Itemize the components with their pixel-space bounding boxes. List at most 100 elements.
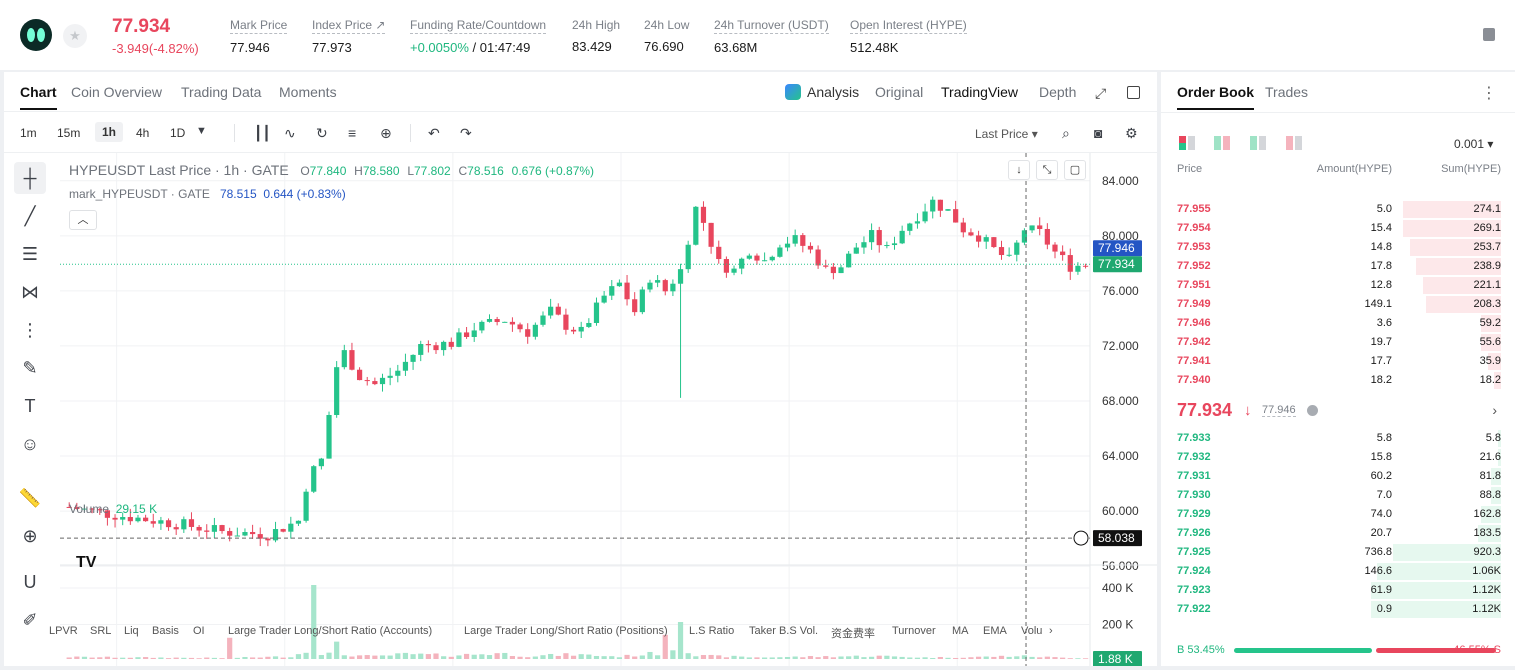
window-icon[interactable]: [1127, 86, 1140, 99]
tab-depth[interactable]: Depth: [1039, 84, 1077, 100]
row-sum: 221.1: [1473, 279, 1501, 291]
gear-icon[interactable]: ⚙: [1125, 125, 1138, 141]
order-book-ask-row[interactable]: 77.946 3.6 59.2: [1161, 314, 1515, 333]
indicators-icon[interactable]: ∿: [284, 125, 296, 141]
zoom-tool-icon[interactable]: ⊕: [22, 526, 38, 546]
order-book-ask-row[interactable]: 77.954 15.4 269.1: [1161, 219, 1515, 238]
book-mode-split-icon[interactable]: [1214, 136, 1230, 150]
interval-15m[interactable]: 15m: [57, 126, 81, 140]
interval-1d[interactable]: 1D: [170, 126, 186, 140]
templates-icon[interactable]: ≡: [348, 125, 357, 141]
tab-analysis[interactable]: Analysis: [807, 84, 860, 100]
tab-trades[interactable]: Trades: [1265, 84, 1309, 100]
tab-trading-data[interactable]: Trading Data: [181, 84, 262, 100]
order-book-bid-row[interactable]: 77.926 20.7 183.5: [1161, 524, 1515, 543]
order-book-bid-row[interactable]: 77.923 61.9 1.12K: [1161, 581, 1515, 600]
order-book-bid-row[interactable]: 77.931 60.2 81.8: [1161, 467, 1515, 486]
indicator-8[interactable]: Taker B.S Vol.: [749, 625, 819, 637]
indicator-12[interactable]: EMA: [983, 625, 1007, 637]
order-book-ask-row[interactable]: 77.949 149.1 208.3: [1161, 295, 1515, 314]
order-book-ask-row[interactable]: 77.942 19.7 55.6: [1161, 333, 1515, 352]
redo-icon[interactable]: ↷: [460, 125, 472, 141]
expand-icon[interactable]: ⤢: [1095, 85, 1107, 101]
indicator-9[interactable]: 资金费率: [831, 628, 875, 640]
interval-1m[interactable]: 1m: [20, 126, 37, 140]
order-book-bid-row[interactable]: 77.925 736.8 920.3: [1161, 543, 1515, 562]
fullscreen-icon[interactable]: ▢: [1064, 160, 1086, 180]
book-mode-asks-icon[interactable]: [1286, 136, 1302, 150]
brush-tool-icon[interactable]: ✎: [22, 358, 38, 378]
interval-1h[interactable]: 1h: [95, 122, 124, 142]
indicator-1[interactable]: SRL: [90, 625, 112, 637]
ruler-tool-icon[interactable]: 📏: [18, 488, 42, 508]
indicator-11[interactable]: MA: [952, 625, 969, 637]
more-options-icon[interactable]: ⋮: [1481, 85, 1497, 102]
indicator-7[interactable]: L.S Ratio: [689, 625, 735, 637]
indicator-0[interactable]: LPVR: [49, 625, 78, 637]
notebook-icon[interactable]: [1483, 28, 1495, 41]
chevron-right-icon[interactable]: ›: [1492, 402, 1497, 418]
tab-tradingview[interactable]: TradingView: [941, 84, 1019, 100]
volume-bar: [379, 655, 386, 659]
candle-type-icon[interactable]: ┃┃: [254, 125, 271, 141]
indicator-2[interactable]: Liq: [124, 625, 139, 637]
channel-tool-icon[interactable]: ☰: [21, 244, 39, 264]
order-book-ask-row[interactable]: 77.941 17.7 35.9: [1161, 352, 1515, 371]
indicator-3[interactable]: Basis: [152, 625, 179, 637]
emoji-tool-icon[interactable]: ☺: [20, 434, 40, 454]
text-tool-icon[interactable]: T: [24, 396, 36, 416]
order-book-ask-row[interactable]: 77.952 17.8 238.9: [1161, 257, 1515, 276]
row-sum: 269.1: [1473, 222, 1501, 234]
price-chart[interactable]: 19202122232484.00080.00076.00072.00068.0…: [60, 153, 1157, 666]
order-book-bid-row[interactable]: 77.924 146.6 1.06K: [1161, 562, 1515, 581]
interval-4h[interactable]: 4h: [136, 126, 150, 140]
order-book-bid-row[interactable]: 77.930 7.0 88.8: [1161, 486, 1515, 505]
trendline-tool-icon[interactable]: ╱: [24, 206, 36, 226]
search-icon[interactable]: ⌕: [1062, 125, 1070, 141]
precision-select[interactable]: 0.001 ▾: [1454, 137, 1494, 151]
volume-bar: [639, 655, 645, 659]
scroll-down-icon[interactable]: ↓: [1008, 160, 1030, 180]
crosshair-tool-icon[interactable]: ┼: [14, 162, 46, 194]
camera-icon[interactable]: ◙: [1094, 125, 1103, 141]
order-book-ask-row[interactable]: 77.951 12.8 221.1: [1161, 276, 1515, 295]
tab-chart[interactable]: Chart: [20, 84, 57, 110]
book-mode-both-icon[interactable]: [1179, 136, 1195, 150]
chevron-right-icon[interactable]: ›: [1049, 625, 1053, 637]
tab-coin-overview[interactable]: Coin Overview: [71, 84, 163, 100]
order-book-bid-row[interactable]: 77.932 15.8 21.6: [1161, 448, 1515, 467]
indicator-10[interactable]: Turnover: [892, 625, 936, 637]
volume-bar: [227, 637, 233, 659]
depth-bar: [1393, 544, 1501, 561]
order-book-bid-row[interactable]: 77.933 5.8 5.8: [1161, 429, 1515, 448]
undo-icon[interactable]: ↶: [428, 125, 440, 141]
collapse-chart-icon[interactable]: ⤡: [1036, 160, 1058, 180]
order-book-ask-row[interactable]: 77.940 18.2 18.2: [1161, 371, 1515, 390]
row-amount: 17.7: [1370, 355, 1392, 367]
indicator-5[interactable]: Large Trader Long/Short Ratio (Accounts): [228, 625, 433, 637]
price-type-select[interactable]: Last Price ▾: [975, 127, 1038, 141]
favorite-star-icon[interactable]: ★: [63, 24, 87, 48]
tab-original[interactable]: Original: [875, 84, 924, 100]
order-book-ask-row[interactable]: 77.955 5.0 274.1: [1161, 200, 1515, 219]
interval-dropdown-icon[interactable]: ▼: [196, 125, 207, 137]
indicator-13[interactable]: Volu: [1021, 625, 1043, 637]
order-book-ask-row[interactable]: 77.953 14.8 253.7: [1161, 238, 1515, 257]
fib-tool-icon[interactable]: ⋮: [21, 320, 39, 340]
candle-body: [280, 529, 286, 532]
order-book-bid-row[interactable]: 77.922 0.9 1.12K: [1161, 600, 1515, 619]
pattern-tool-icon[interactable]: ⋈: [21, 282, 39, 302]
replay-icon[interactable]: ↻: [316, 125, 328, 141]
book-mode-bids-icon[interactable]: [1250, 136, 1266, 150]
lock-drawing-icon[interactable]: ✐: [22, 610, 38, 630]
last-price-tag: 77.934: [1098, 257, 1135, 271]
indicator-4[interactable]: OI: [193, 625, 205, 637]
tab-moments[interactable]: Moments: [279, 84, 337, 100]
add-alert-icon[interactable]: ⊕: [380, 125, 392, 141]
magnet-tool-icon[interactable]: U: [23, 572, 37, 592]
order-book-bid-row[interactable]: 77.929 74.0 162.8: [1161, 505, 1515, 524]
candle-body: [655, 280, 661, 283]
tab-order-book[interactable]: Order Book: [1177, 84, 1255, 110]
indicator-6[interactable]: Large Trader Long/Short Ratio (Positions…: [464, 625, 668, 637]
collapse-legend-button[interactable]: ︿: [69, 210, 97, 230]
